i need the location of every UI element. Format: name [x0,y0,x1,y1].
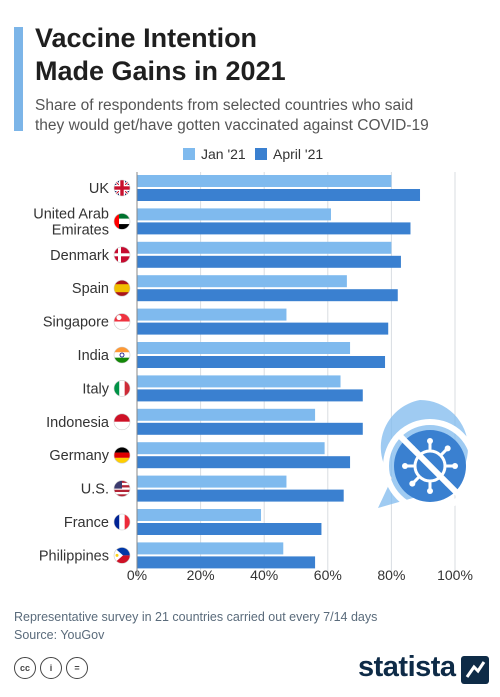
bar-april [137,422,363,435]
category-label: Singapore [43,315,109,331]
bar-april [137,255,401,268]
source-note: Source: YouGov [14,628,105,642]
attribution-icon[interactable]: i [40,657,62,679]
bar-april [137,556,316,569]
philippines-flag-icon [113,547,131,564]
chart-title: Vaccine Intention Made Gains in 2021 [35,22,485,88]
x-tick-label: 80% [377,567,405,583]
statista-logo[interactable]: statista [358,651,456,683]
bar-jan [137,375,341,388]
bar-jan [137,275,347,288]
spain-flag-icon [113,279,131,297]
chart-title-line-1: Vaccine Intention [35,23,258,53]
legend-label-jan: Jan '21 [201,146,246,162]
bar-jan [137,475,287,488]
uae-flag-icon [113,213,131,230]
x-tick-label: 20% [187,567,215,583]
bar-april [137,189,421,201]
denmark-flag-icon [113,246,131,264]
singapore-flag-icon [113,313,131,330]
no-virus-speech-bubble-icon [378,400,477,513]
bar-jan [137,342,351,354]
bar-jan [137,241,392,254]
category-label: UK [89,181,109,197]
legend-swatch-jan [183,148,195,160]
category-label: Indonesia [46,415,110,431]
survey-note: Representative survey in 21 countries ca… [14,610,378,624]
bar-jan [137,509,262,521]
chart-subtitle-line-1: Share of respondents from selected count… [35,97,414,114]
bar-jan [137,175,392,187]
category-label: Emirates [52,222,109,238]
category-label: Germany [49,448,109,464]
chart-subtitle: Share of respondents from selected count… [35,96,490,136]
us-flag-icon [113,480,131,497]
india-flag-icon [113,346,131,364]
france-flag-icon [113,513,131,531]
statista-logo-mark-icon [461,656,489,684]
chart-legend: Jan '21 April '21 [0,146,500,166]
category-label: United Arab [33,206,109,222]
bar-jan [137,408,316,421]
italy-flag-icon [113,380,131,397]
uk-flag-icon [113,179,131,197]
title-accent-bar [14,27,23,131]
bar-april [137,489,344,502]
x-tick-label: 40% [250,567,278,583]
chart-subtitle-line-2: they would get/have gotten vaccinated ag… [35,117,429,134]
x-tick-label: 60% [314,567,342,583]
legend-item-april: April '21 [255,146,323,162]
bar-april [137,289,398,302]
germany-flag-icon [113,446,131,464]
bar-jan [137,442,325,455]
category-label: France [64,515,109,531]
legend-label-april: April '21 [273,146,324,162]
no-derivatives-icon[interactable]: = [66,657,88,679]
category-label: Spain [72,281,109,297]
bar-april [137,222,411,235]
bar-jan [137,308,287,321]
category-label: Denmark [50,248,110,264]
bar-april [137,389,363,402]
category-label: Italy [82,381,109,397]
bar-jan [137,208,331,221]
chart-title-line-2: Made Gains in 2021 [35,56,286,86]
bar-april [137,322,389,335]
license-icons: cc i = [14,657,88,679]
footnote: Representative survey in 21 countries ca… [14,608,377,644]
bar-april [137,523,322,535]
category-label: U.S. [81,482,109,498]
category-label: Philippines [39,548,109,564]
legend-swatch-april [255,148,267,160]
x-tick-label: 100% [437,567,473,583]
bar-april [137,456,351,469]
legend-item-jan: Jan '21 [183,146,246,162]
bar-jan [137,542,284,555]
bar-april [137,356,386,368]
indonesia-flag-icon [113,413,131,431]
creative-commons-icon[interactable]: cc [14,657,36,679]
category-label: India [78,348,110,364]
